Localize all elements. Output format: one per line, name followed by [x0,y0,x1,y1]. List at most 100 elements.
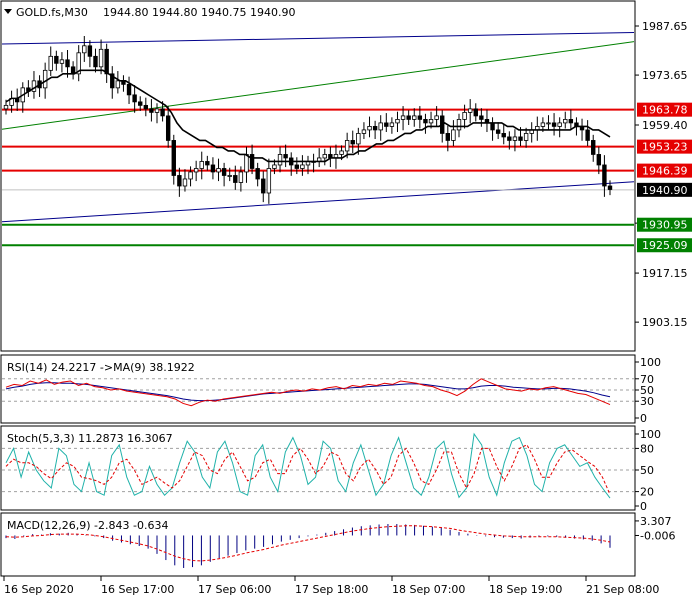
trend-line [1,41,635,130]
stoch-tick-label: 0 [640,500,647,513]
candle-body [361,129,367,134]
candle-body [434,115,439,120]
candle-body [467,108,473,113]
candle-body [70,66,76,75]
candle-body [417,115,423,120]
candle-body [322,154,327,159]
candle-body [98,48,104,68]
candle-body [277,154,283,166]
candle-body [216,168,221,173]
candle-body [244,154,249,173]
candle-body [104,48,109,75]
candle-body [42,69,48,89]
candle-body [523,133,529,141]
candle-body [400,115,406,120]
symbol-label: GOLD.fs,M30 [16,6,88,19]
candle-body [356,133,361,145]
candle-body [110,73,115,89]
macd-tick-label: 3.307 [640,515,672,528]
price-tags: 1963.78 1953.23 1946.39 1930.95 1925.09 1940.… [637,102,692,253]
candle-body [132,94,137,103]
price-tick-label: 1903.15 [642,316,688,329]
candle-body [563,119,568,124]
candle-body [255,168,260,180]
candle-body [160,108,165,117]
candle-body [350,140,355,145]
candle-body [3,104,9,110]
candle-body [507,136,512,141]
price-tick-label: 1959.40 [642,119,688,132]
price-tick-label: 1917.15 [642,267,688,280]
stoch-tick-label: 50 [640,464,654,477]
candle-body [473,108,478,117]
rsi-tick-label: 30 [640,395,654,408]
candle-body [389,122,395,127]
candle-body [479,115,484,120]
level-tag [637,163,692,178]
candle-body [367,126,372,131]
time-axis: 16 Sep 2020 16 Sep 17:00 17 Sep 06:00 17 Se… [3,576,659,596]
candle-body [607,185,613,190]
candle-body [221,168,227,176]
candle-body [210,164,216,173]
trend-line [1,181,635,223]
candle-body [384,122,389,127]
candle-body [372,126,378,131]
rsi-ma-line [5,382,611,402]
candle-body [551,122,557,127]
collapse-triangle-icon[interactable] [4,9,12,14]
candle-body [193,168,199,173]
level-tag [637,102,692,117]
time-tick-label: 21 Sep 08:00 [586,583,659,596]
moving-average [5,69,611,163]
candle-body [149,108,154,113]
candle-body [82,45,87,54]
candle-body [591,140,596,155]
rsi-tick-label: 70 [640,373,654,386]
candle-body [501,133,506,138]
candle-body [182,178,188,187]
candle-body [87,45,93,57]
candle-body [272,164,277,169]
candle-body [512,136,518,141]
candle-body [294,164,300,169]
macd-indicator: 3.307-0.006 [5,515,675,568]
candle-body [490,122,495,131]
rsi-panel-frame [0,354,636,424]
rsi-label: RSI(14) 24.2217 ->MA(9) 38.1922 [7,361,195,374]
candle-body [428,119,434,124]
candle-body [596,154,602,166]
time-tick-label: 18 Sep 19:00 [489,583,562,596]
candle-body [233,175,238,183]
candle-body [154,108,160,113]
candle-body [138,101,143,106]
candle-body [300,164,305,169]
candle-body [48,55,53,71]
ohlc-readout: 1944.80 1944.80 1940.75 1940.90 [103,6,295,19]
candle-body [238,171,244,183]
candle-body [171,140,176,176]
candle-body [188,171,193,180]
level-tag [637,139,692,154]
price-panel-frame [0,0,636,352]
level-tag-label: 1953.23 [642,141,688,154]
candle-body [557,122,562,127]
stoch-panel-frame [0,425,636,511]
candle-body [495,129,501,134]
current-price-tag [637,182,692,197]
level-tag [637,238,692,253]
candle-body [261,178,266,194]
stoch-label: Stoch(5,3,3) 11.2873 16.3067 [7,432,173,445]
stoch-d-line [5,444,611,495]
horizontal-levels [2,108,634,247]
candle-body [339,150,344,155]
candle-body [585,129,590,141]
trend-line [1,31,635,45]
macd-panel-frame [0,512,636,577]
candle-body [518,136,523,141]
candle-body [143,104,149,110]
rsi-tick-label: 50 [640,384,654,397]
